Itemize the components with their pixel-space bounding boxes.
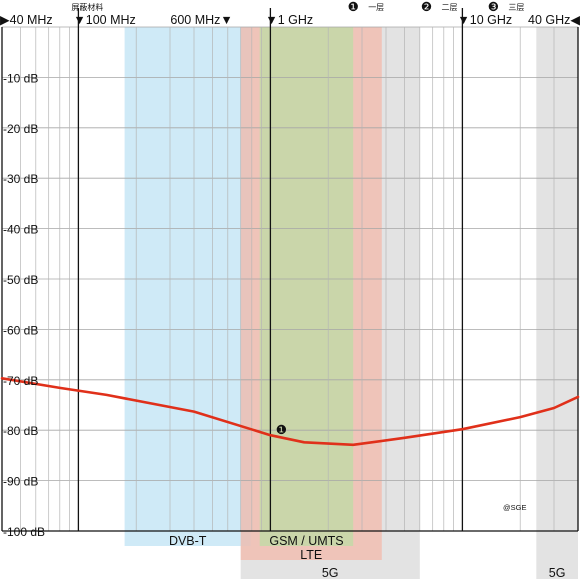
y-tick-label: -40 dB xyxy=(3,223,38,237)
watermark: @SGE xyxy=(503,503,526,512)
y-tick-label: -30 dB xyxy=(3,172,38,186)
layer-label: 三层 xyxy=(508,3,524,12)
band-label-dvb-t: DVB-T xyxy=(169,534,207,548)
attenuation-line xyxy=(0,377,580,447)
layer-number: ❸ xyxy=(488,0,499,14)
band-5g xyxy=(536,27,578,579)
layer-number: ❶ xyxy=(348,0,359,14)
freq-label: ▼100 MHz xyxy=(73,13,135,27)
grid xyxy=(1,8,579,532)
layer-label: 二层 xyxy=(442,3,458,12)
y-tick-label: -60 dB xyxy=(3,323,38,337)
frequency-bands xyxy=(2,27,578,579)
y-tick-label: -50 dB xyxy=(3,273,38,287)
y-tick-label: -70 dB xyxy=(3,374,38,388)
attenuation-series xyxy=(0,377,580,447)
series-marker: ❶ xyxy=(276,423,287,437)
band-fade xyxy=(2,27,578,117)
band-label-5g: 5G xyxy=(322,566,339,579)
freq-label: ▼10 GHz xyxy=(457,13,512,27)
layer-label: 一层 xyxy=(368,3,384,12)
freq-label: ▼1 GHz xyxy=(265,13,313,27)
y-tick-label: -90 dB xyxy=(3,475,38,489)
layer-number: ❷ xyxy=(421,0,432,14)
shield-label: 屏蔽材料 xyxy=(71,2,103,12)
freq-label: ▶40 MHz xyxy=(0,13,53,27)
band-label-5g: 5G xyxy=(549,566,566,579)
y-tick-label: -100 dB xyxy=(3,525,45,539)
band-label-gsm-umts: GSM / UMTS xyxy=(269,534,343,548)
y-tick-label: -80 dB xyxy=(3,424,38,438)
y-tick-label: -20 dB xyxy=(3,122,38,136)
freq-label: 40 GHz◀ xyxy=(528,13,580,27)
y-tick-label: -10 dB xyxy=(3,71,38,85)
freq-label: 600 MHz▼ xyxy=(170,13,232,27)
band-label-lte: LTE xyxy=(300,548,322,562)
